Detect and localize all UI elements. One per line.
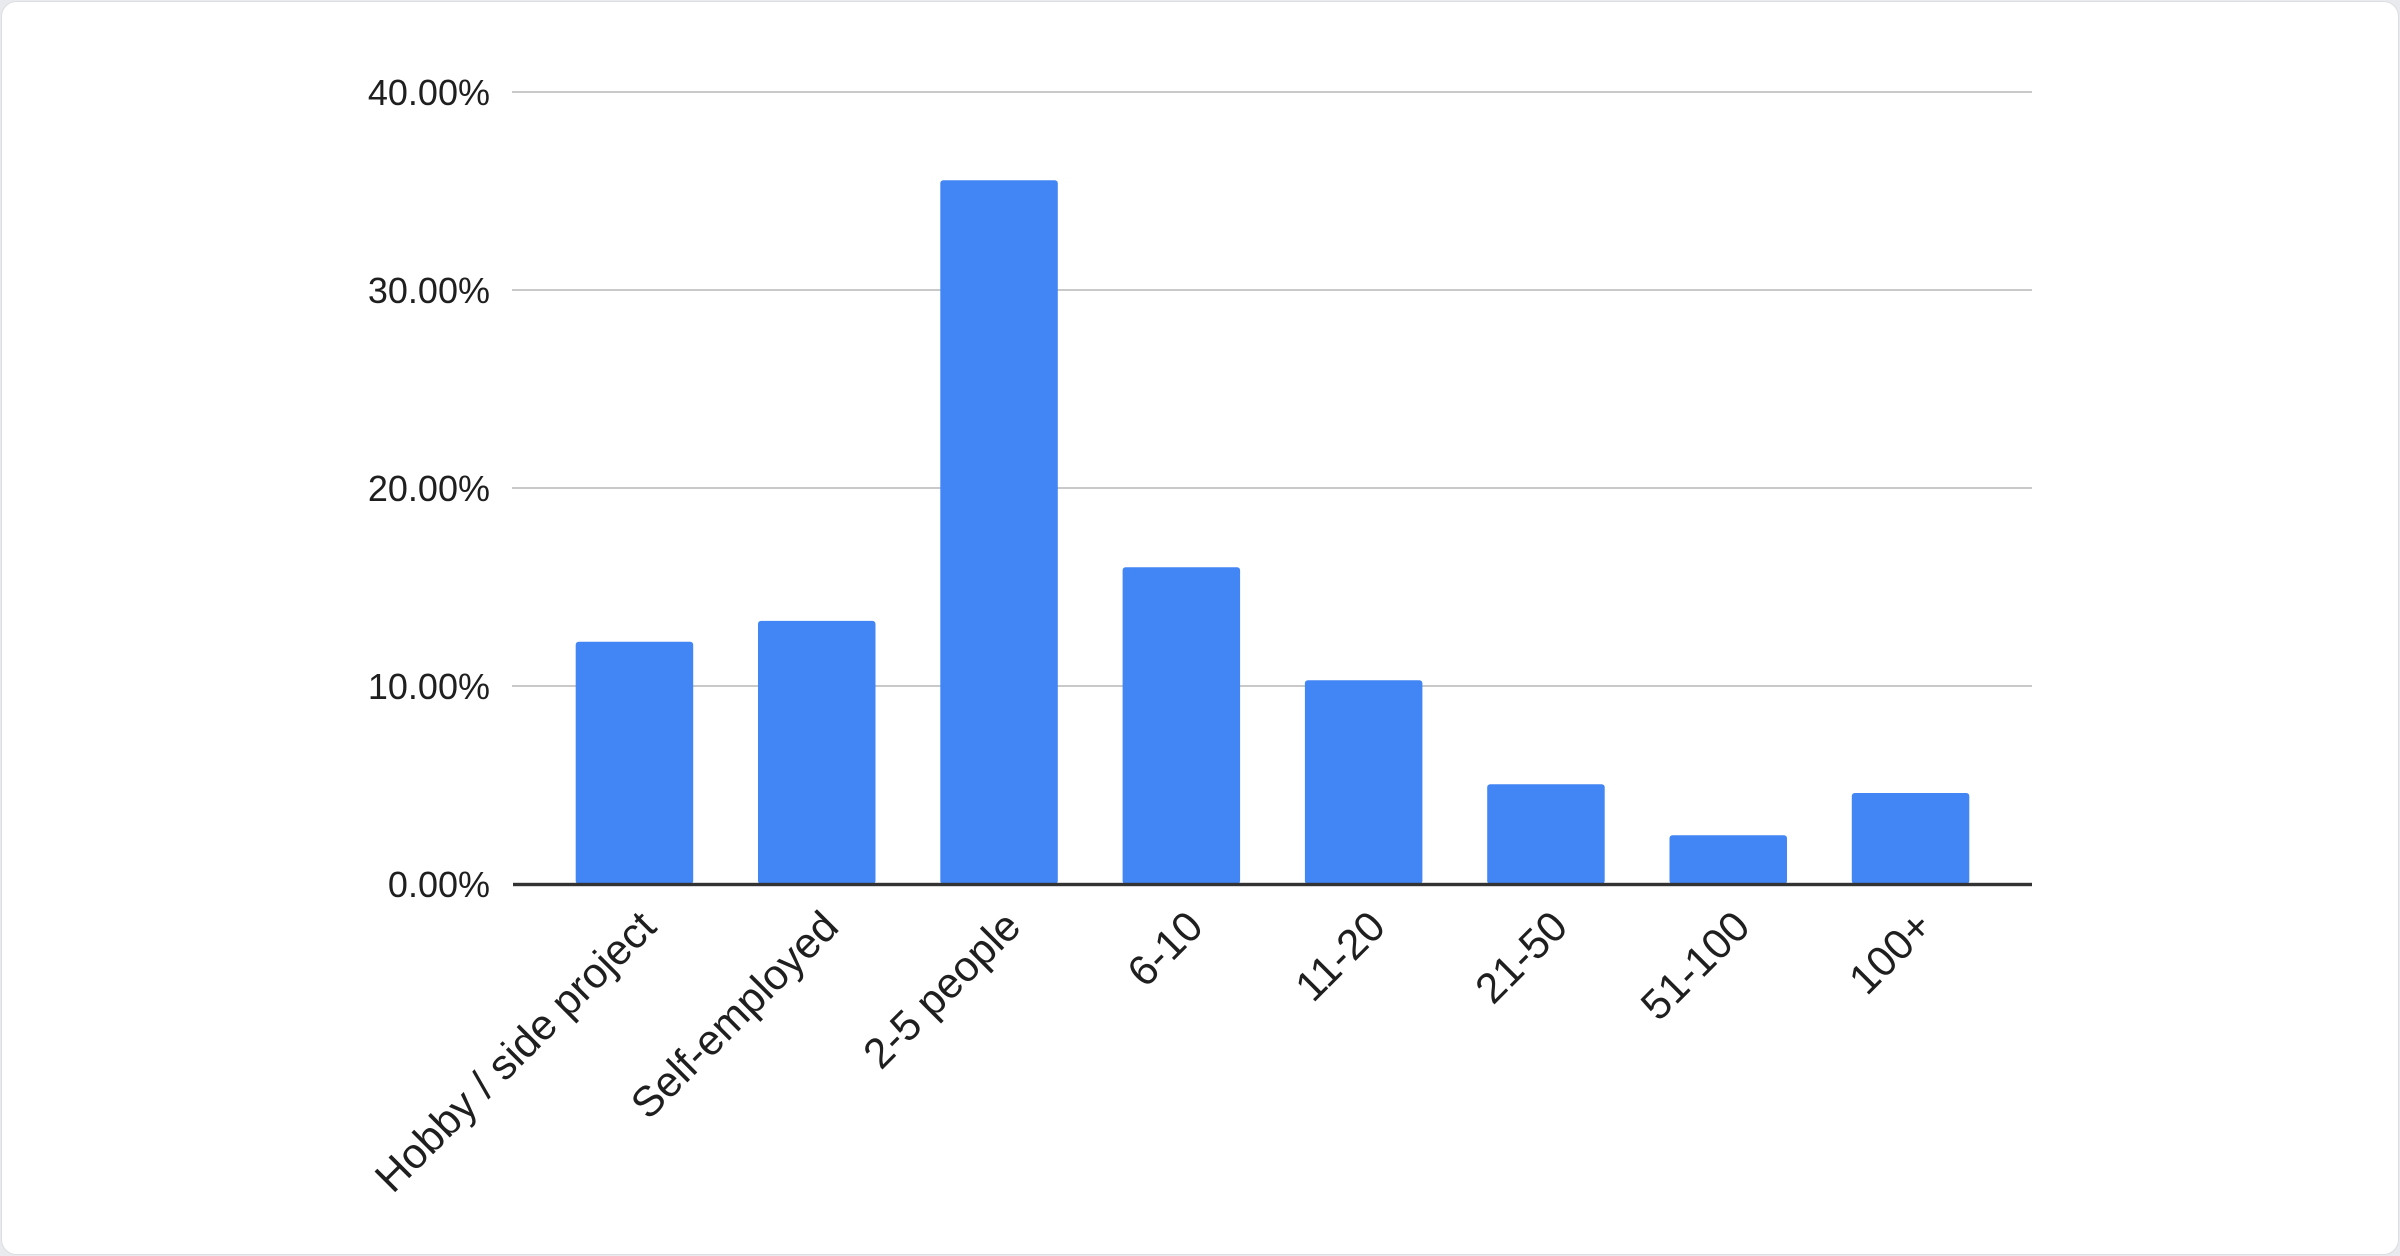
svg-text:40.00%: 40.00% [368,72,490,113]
svg-text:20.00%: 20.00% [368,468,490,509]
svg-text:30.00%: 30.00% [368,270,490,311]
svg-text:0.00%: 0.00% [388,864,490,905]
svg-text:10.00%: 10.00% [368,666,490,707]
